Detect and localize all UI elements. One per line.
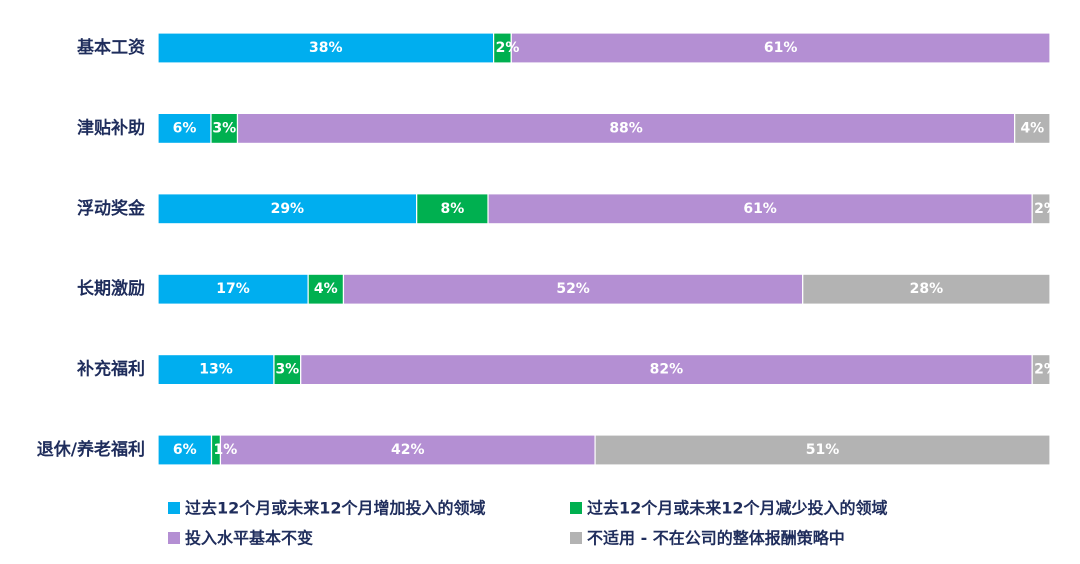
bar-value-label: 2% (1034, 362, 1058, 378)
bar-segment (342, 273, 804, 305)
legend-entry: 不适用 - 不在公司的整体报酬策略中 (587, 529, 845, 548)
bar-value-label: 51% (806, 442, 840, 458)
bars (157, 32, 1051, 466)
bar-value-label: 3% (212, 120, 236, 136)
bar-value-label: 82% (650, 362, 684, 378)
bar-segment (416, 193, 489, 225)
category-label: 浮动奖金 (77, 198, 146, 219)
bar-value-label: 6% (173, 120, 197, 136)
bar-value-label: 8% (440, 201, 464, 217)
bar-value-label: 61% (743, 201, 777, 217)
bar-value-label: 29% (271, 201, 305, 217)
legend-entry: 投入水平基本不变 (185, 529, 313, 548)
legend: 过去12个月或未来12个月增加投入的领域 过去12个月或未来12个月减少投入的领域… (168, 499, 888, 548)
bar-value-label: 38% (309, 40, 343, 56)
bar-segment (1014, 112, 1051, 145)
bar-value-label: 4% (1020, 120, 1044, 136)
bar-segment (802, 273, 1051, 305)
bar-segment (1031, 354, 1051, 386)
bar-segment (157, 112, 212, 145)
bar-value-label: 28% (910, 281, 944, 297)
bar-segment (157, 434, 213, 466)
bar-value-label: 88% (609, 120, 643, 136)
legend-swatch (168, 532, 180, 544)
bar-segment (594, 434, 1051, 466)
bar-value-label: 52% (556, 281, 590, 297)
bar-value-label: 2% (1034, 201, 1058, 217)
category-label: 退休/养老福利 (37, 439, 145, 460)
legend-swatch (570, 502, 582, 514)
bar-segment (157, 32, 495, 64)
bar-value-label: 4% (314, 281, 338, 297)
category-label: 长期激励 (77, 278, 145, 299)
bar-value-label: 2% (496, 40, 520, 56)
bar-segment (487, 193, 1033, 225)
bar-value-label: 17% (216, 281, 250, 297)
bar-segment (307, 273, 345, 305)
value-labels: 38% 2% 61% 6% 3% 88% 4% 29% 8% 61% 2% 17% 4% 52% 28% 13… (173, 40, 1058, 458)
legend-swatch (570, 532, 582, 544)
category-label: 津贴补助 (77, 117, 145, 138)
category-label: 补充福利 (76, 359, 145, 380)
legend-entry: 过去12个月或未来12个月减少投入的领域 (587, 499, 888, 518)
bar-value-label: 61% (764, 40, 798, 56)
legend-entry: 过去12个月或未来12个月增加投入的领域 (185, 499, 486, 518)
bar-segment (210, 112, 239, 145)
category-label: 基本工资 (76, 37, 145, 58)
bar-segment (219, 434, 596, 466)
bar-value-label: 6% (173, 442, 197, 458)
bar-segment (157, 354, 275, 386)
bar-segment (1031, 193, 1051, 225)
bar-value-label: 3% (275, 362, 299, 378)
bar-value-label: 1% (214, 442, 238, 458)
legend-swatch (168, 502, 180, 514)
bar-segment (510, 32, 1051, 64)
bar-segment (157, 273, 309, 305)
bar-value-label: 13% (199, 362, 233, 378)
bar-segment (236, 112, 1016, 145)
bar-value-label: 42% (391, 442, 425, 458)
